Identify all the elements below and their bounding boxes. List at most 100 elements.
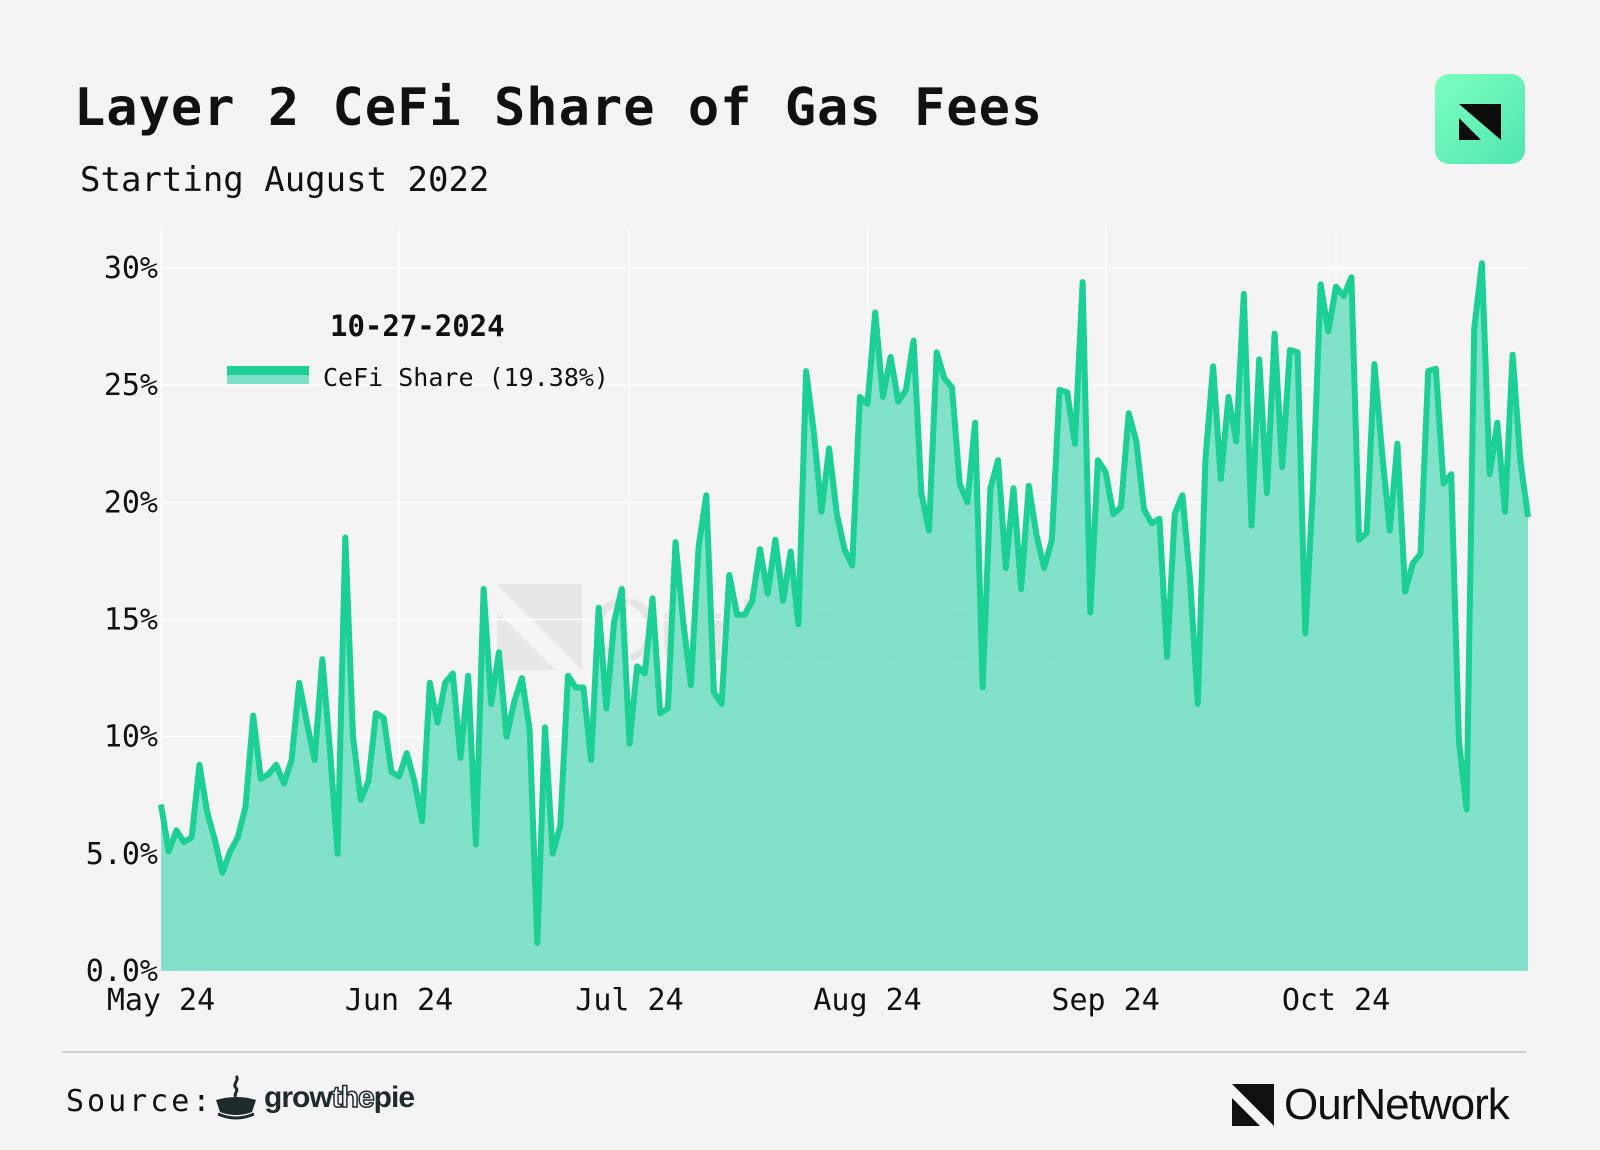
data-point xyxy=(1212,365,1214,367)
data-point xyxy=(221,872,223,874)
data-point xyxy=(1266,492,1268,494)
y-axis-labels: 0.0% 5.0% 10% 15% 20% 25% 30% xyxy=(86,251,158,989)
data-point xyxy=(1036,534,1037,536)
data-point xyxy=(1350,276,1352,278)
data-point xyxy=(429,682,431,684)
data-point xyxy=(1066,391,1068,393)
data-point xyxy=(367,780,369,782)
data-point xyxy=(1013,487,1014,489)
data-point xyxy=(859,396,861,398)
data-point xyxy=(905,389,907,391)
growthepie-part-2: the xyxy=(331,1080,376,1115)
ournetwork-footer-logo: OurNetwork xyxy=(1232,1080,1510,1130)
data-point xyxy=(874,312,876,313)
y-tick-label: 15% xyxy=(104,603,158,638)
data-point xyxy=(605,708,607,709)
footer-divider xyxy=(62,1051,1526,1053)
data-point xyxy=(291,759,293,761)
data-point xyxy=(475,844,477,845)
x-axis-labels: May 24 Jun 24 Jul 24 Aug 24 Sep 24 Oct 24 xyxy=(107,983,1390,1018)
data-point xyxy=(1297,351,1299,353)
data-point xyxy=(920,492,922,494)
data-point xyxy=(183,841,185,843)
data-point xyxy=(1435,368,1437,370)
data-point xyxy=(1097,459,1099,461)
data-point xyxy=(1220,478,1222,480)
data-point xyxy=(1274,333,1276,335)
data-point xyxy=(821,511,822,513)
data-point xyxy=(1443,483,1444,485)
data-point xyxy=(1358,539,1360,541)
data-point xyxy=(306,722,308,724)
y-tick-label: 30% xyxy=(104,251,158,286)
y-tick-label: 5.0% xyxy=(86,837,158,872)
cefi-share-area xyxy=(161,263,1528,971)
data-point xyxy=(467,675,469,677)
chart-title: Layer 2 CeFi Share of Gas Fees xyxy=(74,78,1044,138)
data-point xyxy=(252,715,254,717)
data-point xyxy=(160,804,162,806)
source-label: Source: xyxy=(66,1084,214,1119)
y-tick-label: 20% xyxy=(104,485,158,520)
area-chart: OurNetwork 0.0%5.0%10%15%20%25%30% May 2… xyxy=(86,228,1531,1018)
data-point xyxy=(767,593,769,595)
data-point xyxy=(1235,440,1237,442)
data-point xyxy=(828,447,830,449)
data-point xyxy=(1281,466,1283,468)
data-point xyxy=(928,530,930,531)
data-point xyxy=(206,811,208,813)
data-point xyxy=(598,607,600,609)
data-point xyxy=(536,942,538,944)
data-point xyxy=(452,672,454,674)
x-tick-label: Sep 24 xyxy=(1051,983,1159,1018)
data-point xyxy=(951,387,953,388)
data-point xyxy=(797,623,799,625)
data-point xyxy=(844,548,845,550)
data-point xyxy=(644,672,646,674)
data-point xyxy=(298,682,300,684)
x-tick-label: Oct 24 xyxy=(1282,983,1390,1018)
x-tick-label: May 24 xyxy=(107,983,215,1018)
data-point xyxy=(936,351,938,353)
data-point xyxy=(352,736,354,738)
data-point xyxy=(728,574,730,576)
data-point xyxy=(1151,522,1153,524)
data-point xyxy=(1051,539,1053,541)
growthepie-logo: growthepie xyxy=(212,1072,415,1124)
data-point xyxy=(506,736,508,738)
data-point xyxy=(575,687,577,688)
data-point xyxy=(1028,485,1030,487)
data-point xyxy=(398,776,400,777)
data-point xyxy=(567,675,569,677)
data-point xyxy=(997,459,999,461)
data-point xyxy=(544,726,546,728)
data-point xyxy=(1204,459,1206,461)
data-point xyxy=(1243,293,1245,295)
data-point xyxy=(490,703,492,705)
data-point xyxy=(982,687,984,688)
data-point xyxy=(214,839,216,841)
x-tick-label: Jun 24 xyxy=(345,983,453,1018)
data-points xyxy=(160,262,1529,944)
data-point xyxy=(314,759,316,761)
data-point xyxy=(1112,513,1114,515)
data-point xyxy=(851,565,853,567)
data-point xyxy=(782,600,784,602)
data-point xyxy=(552,853,554,855)
data-point xyxy=(1166,656,1168,658)
chart-subtitle: Starting August 2022 xyxy=(80,160,490,200)
ournetwork-badge-icon xyxy=(1435,74,1525,164)
data-point xyxy=(751,600,753,602)
data-point xyxy=(191,836,193,838)
data-point xyxy=(759,548,761,550)
data-point xyxy=(1074,443,1076,445)
data-point xyxy=(1020,588,1022,590)
data-point xyxy=(989,487,991,489)
data-point xyxy=(1082,281,1084,283)
data-point xyxy=(175,829,177,831)
data-point xyxy=(521,677,523,679)
data-point xyxy=(559,825,561,827)
data-point xyxy=(1174,513,1176,515)
data-point xyxy=(1312,487,1314,489)
data-point xyxy=(713,691,715,693)
